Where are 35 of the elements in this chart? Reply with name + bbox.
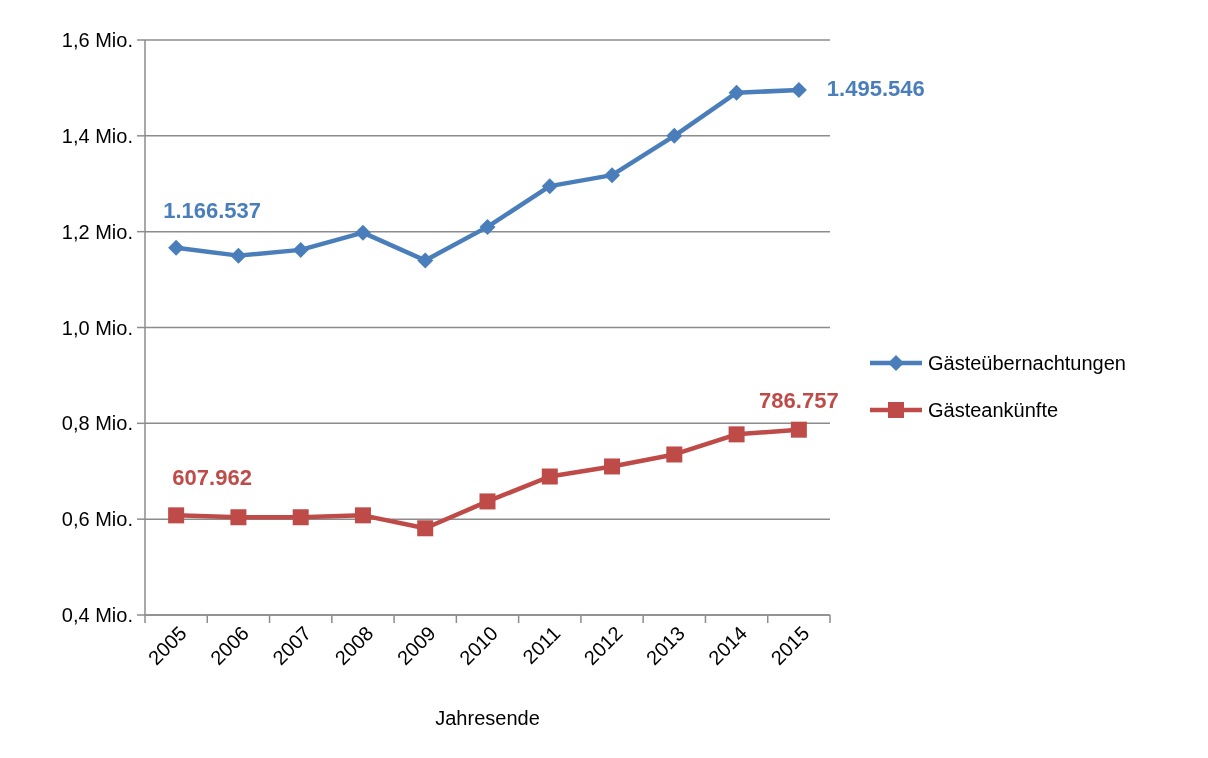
point [292, 241, 309, 258]
point [168, 507, 185, 524]
point [728, 84, 745, 101]
point [666, 446, 683, 463]
annotation: 786.757 [759, 387, 839, 413]
point [604, 458, 621, 475]
annotation: 1.166.537 [163, 197, 262, 223]
annotation: 607.962 [172, 465, 252, 491]
y-tick-label: 0,8 Mio. [61, 412, 133, 435]
point [230, 509, 247, 526]
point [604, 167, 621, 184]
point [479, 493, 496, 510]
point [541, 178, 558, 195]
point [292, 509, 309, 526]
y-tick-label: 0,6 Mio. [61, 508, 133, 531]
point [728, 426, 745, 443]
point [417, 252, 434, 269]
y-tick-label: 1,6 Mio. [61, 29, 133, 51]
y-tick-label: 1,0 Mio. [61, 316, 133, 339]
point [666, 127, 683, 144]
point [230, 247, 247, 264]
y-tick-label: 0,4 Mio. [61, 604, 133, 626]
point [354, 507, 371, 524]
legend-label: Gästeübernachtungen [928, 352, 1126, 374]
point [790, 421, 807, 438]
annotation: 1.495.546 [826, 75, 925, 101]
y-tick-label: 1,4 Mio. [61, 124, 133, 147]
y-tick-label: 1,2 Mio. [61, 220, 133, 243]
point [541, 468, 558, 485]
point [168, 239, 185, 256]
legend-label: Gästeankünfte [928, 399, 1059, 421]
x-axis-title: Jahresende [435, 707, 540, 729]
point [417, 520, 434, 537]
point [354, 224, 371, 241]
point [479, 218, 496, 235]
